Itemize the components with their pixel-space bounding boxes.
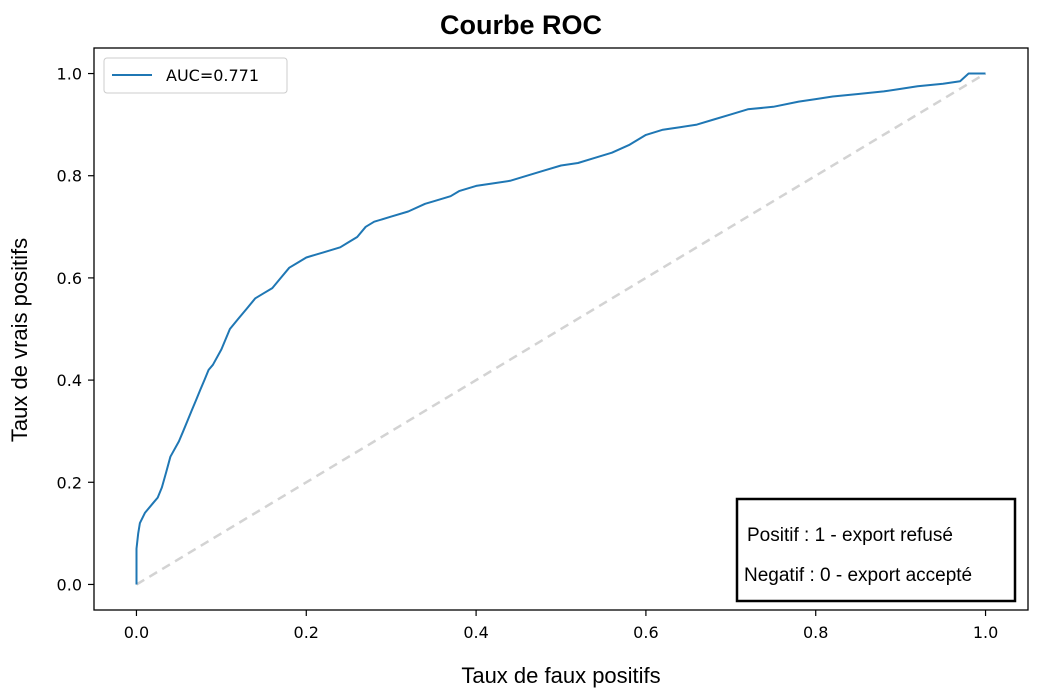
y-axis-ticks: 0.0 0.2 0.4 0.6 0.8 1.0 xyxy=(57,65,94,594)
x-tick-label: 0.6 xyxy=(633,623,658,642)
plot-frame xyxy=(93,47,1029,611)
y-tick-label: 1.0 xyxy=(57,65,82,84)
annotation-frame xyxy=(735,497,1017,603)
y-tick-label: 0.4 xyxy=(57,371,82,390)
annotation-box: Positif : 1 - export refusé Negatif : 0 … xyxy=(735,497,1017,603)
chart-title: Courbe ROC xyxy=(440,10,602,40)
x-tick-label: 1.0 xyxy=(973,623,998,642)
x-tick-label: 0.2 xyxy=(294,623,319,642)
plot-area: 0.0 0.2 0.4 0.6 0.8 1.0 0.0 0.2 0.4 0.6 0.8 1.0 xyxy=(57,47,1029,642)
random-baseline-line xyxy=(135,72,987,586)
y-tick-label: 0.8 xyxy=(57,167,82,186)
y-tick-label: 0.6 xyxy=(57,269,82,288)
roc-curve-line xyxy=(135,72,986,585)
x-tick-label: 0.4 xyxy=(463,623,488,642)
annotation-positive: Positif : 1 - export refusé xyxy=(747,525,953,546)
x-axis-label: Taux de faux positifs xyxy=(461,663,660,688)
y-tick-label: 0.0 xyxy=(57,575,82,594)
legend-box xyxy=(103,57,288,94)
annotation-negative: Negatif : 0 - export accepté xyxy=(744,565,972,586)
x-tick-label: 0.0 xyxy=(124,623,149,642)
legend-label-auc: AUC=0.771 xyxy=(166,66,259,85)
legend: AUC=0.771 xyxy=(103,57,288,94)
y-axis-label: Taux de vrais positifs xyxy=(7,238,32,442)
series-layer xyxy=(135,72,987,586)
x-axis-ticks: 0.0 0.2 0.4 0.6 0.8 1.0 xyxy=(124,610,998,642)
y-tick-label: 0.2 xyxy=(57,473,82,492)
x-tick-label: 0.8 xyxy=(803,623,828,642)
